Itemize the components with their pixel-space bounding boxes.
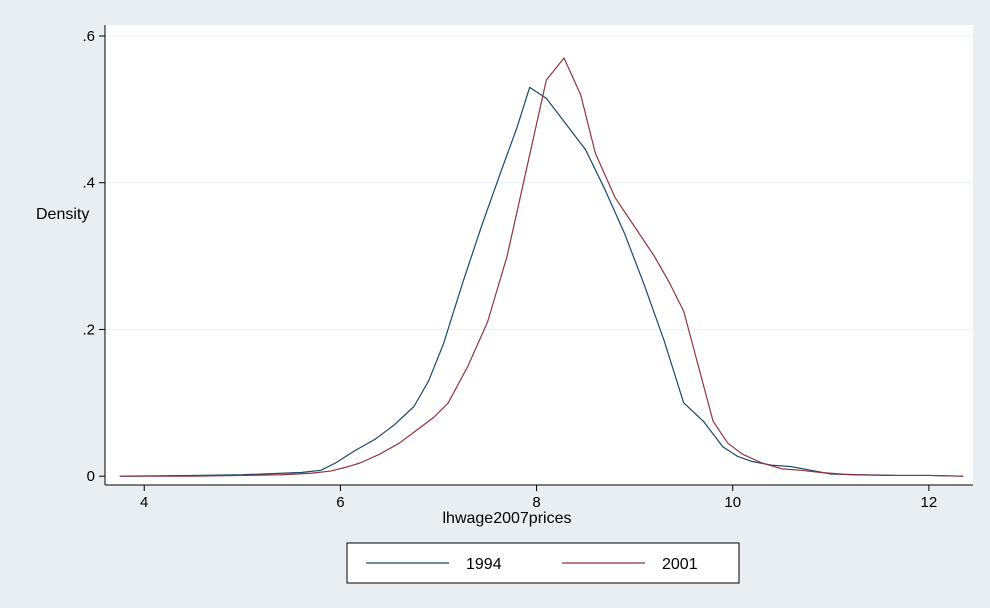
legend: 1994 2001 <box>346 542 740 584</box>
legend-label-2001: 2001 <box>662 556 698 573</box>
legend-label-1994: 1994 <box>466 556 502 573</box>
x-tick-label-0: 4 <box>140 494 148 511</box>
gridlines <box>105 35 973 330</box>
plot-area <box>105 25 973 485</box>
x-tick-label-4: 12 <box>921 494 938 511</box>
x-tick-label-3: 10 <box>724 494 741 511</box>
y-tick-label-3: .6 <box>82 28 95 45</box>
x-axis-label: lhwage2007prices <box>443 510 572 527</box>
series-line-1994 <box>119 86 964 477</box>
y-axis-label: Density <box>36 206 89 223</box>
x-tick-label-2: 8 <box>532 494 540 511</box>
y-tick-label-1: .2 <box>82 321 95 338</box>
axes <box>99 25 973 491</box>
series-line-2001 <box>119 57 964 477</box>
series-lines <box>119 57 964 477</box>
tick-labels: 0 .2 .4 .6 4 6 8 10 12 <box>82 28 937 511</box>
x-tick-label-1: 6 <box>336 494 344 511</box>
y-tick-label-0: 0 <box>87 468 95 485</box>
y-tick-label-2: .4 <box>82 175 95 192</box>
